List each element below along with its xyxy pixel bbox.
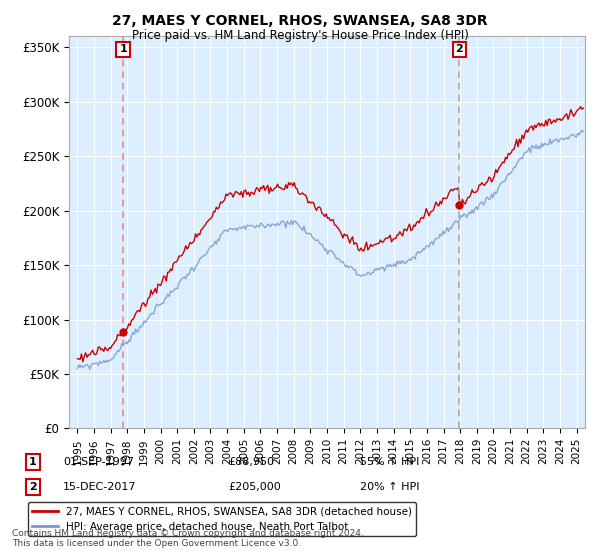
Text: £88,950: £88,950 <box>228 457 274 467</box>
Text: 27, MAES Y CORNEL, RHOS, SWANSEA, SA8 3DR: 27, MAES Y CORNEL, RHOS, SWANSEA, SA8 3D… <box>112 14 488 28</box>
Text: This data is licensed under the Open Government Licence v3.0.: This data is licensed under the Open Gov… <box>12 539 301 548</box>
Text: 20% ↑ HPI: 20% ↑ HPI <box>360 482 419 492</box>
Text: 1: 1 <box>29 457 37 467</box>
Legend: 27, MAES Y CORNEL, RHOS, SWANSEA, SA8 3DR (detached house), HPI: Average price, : 27, MAES Y CORNEL, RHOS, SWANSEA, SA8 3D… <box>28 502 416 536</box>
Text: 2: 2 <box>455 44 463 54</box>
Text: 55% ↑ HPI: 55% ↑ HPI <box>360 457 419 467</box>
Text: Contains HM Land Registry data © Crown copyright and database right 2024.: Contains HM Land Registry data © Crown c… <box>12 530 364 539</box>
Text: 15-DEC-2017: 15-DEC-2017 <box>63 482 137 492</box>
Text: Price paid vs. HM Land Registry's House Price Index (HPI): Price paid vs. HM Land Registry's House … <box>131 29 469 42</box>
Text: 1: 1 <box>119 44 127 54</box>
Text: 2: 2 <box>29 482 37 492</box>
Text: £205,000: £205,000 <box>228 482 281 492</box>
Text: 01-SEP-1997: 01-SEP-1997 <box>63 457 134 467</box>
